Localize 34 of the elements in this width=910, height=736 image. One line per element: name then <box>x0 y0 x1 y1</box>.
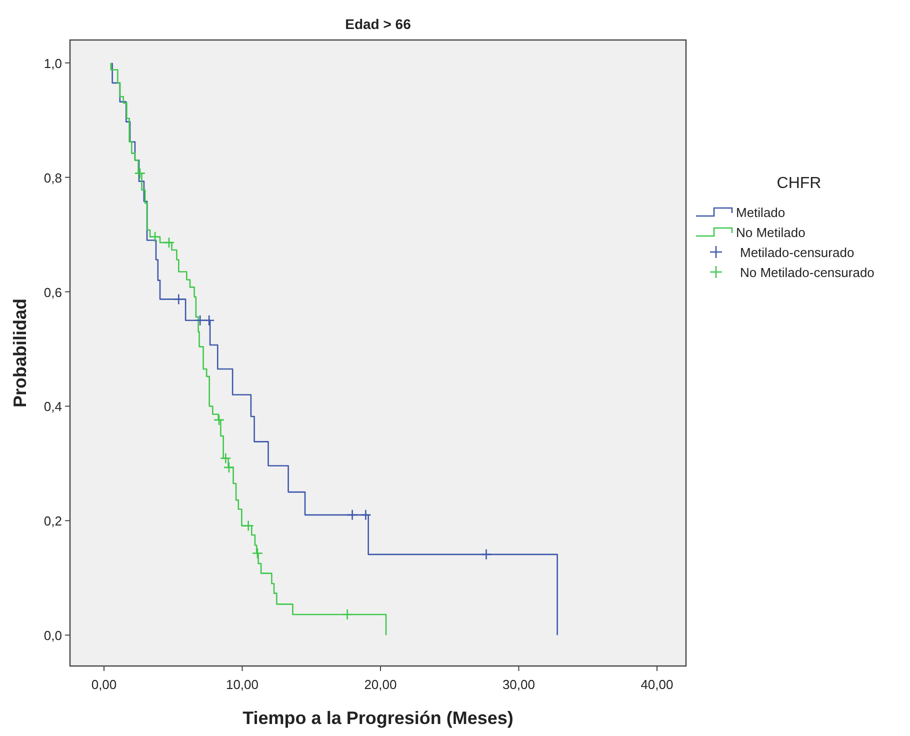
x-tick-label: 20,00 <box>364 677 397 692</box>
x-tick-label: 30,00 <box>502 677 535 692</box>
point <box>480 548 492 560</box>
y-tick-label: 0,8 <box>44 170 62 186</box>
point <box>149 231 161 242</box>
legend-label: Metilado-censurado <box>740 245 854 260</box>
point <box>194 314 206 326</box>
chart-title: Edad > 66 <box>345 16 412 32</box>
legend-label: No Metilado-censurado <box>740 265 874 280</box>
y-tick-label: 0,2 <box>44 514 62 529</box>
point <box>342 608 353 620</box>
y-axis-title: Probabilidad <box>10 298 30 408</box>
y-tick-label: 0,6 <box>44 284 62 300</box>
y-tick-label: 0,4 <box>44 399 62 414</box>
point <box>360 509 372 521</box>
x-axis-title: Tiempo a la Progresión (Meses) <box>242 708 514 728</box>
y-tick-label: 1,0 <box>44 56 62 71</box>
legend-title: CHFR <box>776 175 822 192</box>
point <box>134 168 146 179</box>
point <box>252 548 264 559</box>
y-tick-label: 0,0 <box>44 628 62 644</box>
point <box>213 414 225 426</box>
legend-label: No Metilado <box>736 225 806 240</box>
point <box>223 462 235 474</box>
point <box>242 520 254 532</box>
x-tick-label: 0,00 <box>91 677 117 692</box>
point <box>173 294 184 305</box>
point <box>163 236 175 248</box>
x-tick-label: 10,00 <box>226 677 259 692</box>
point <box>346 509 358 521</box>
point <box>203 314 215 326</box>
legend-label: Metilado <box>736 205 786 220</box>
x-tick-label: 40,00 <box>640 677 674 692</box>
point <box>220 452 232 464</box>
